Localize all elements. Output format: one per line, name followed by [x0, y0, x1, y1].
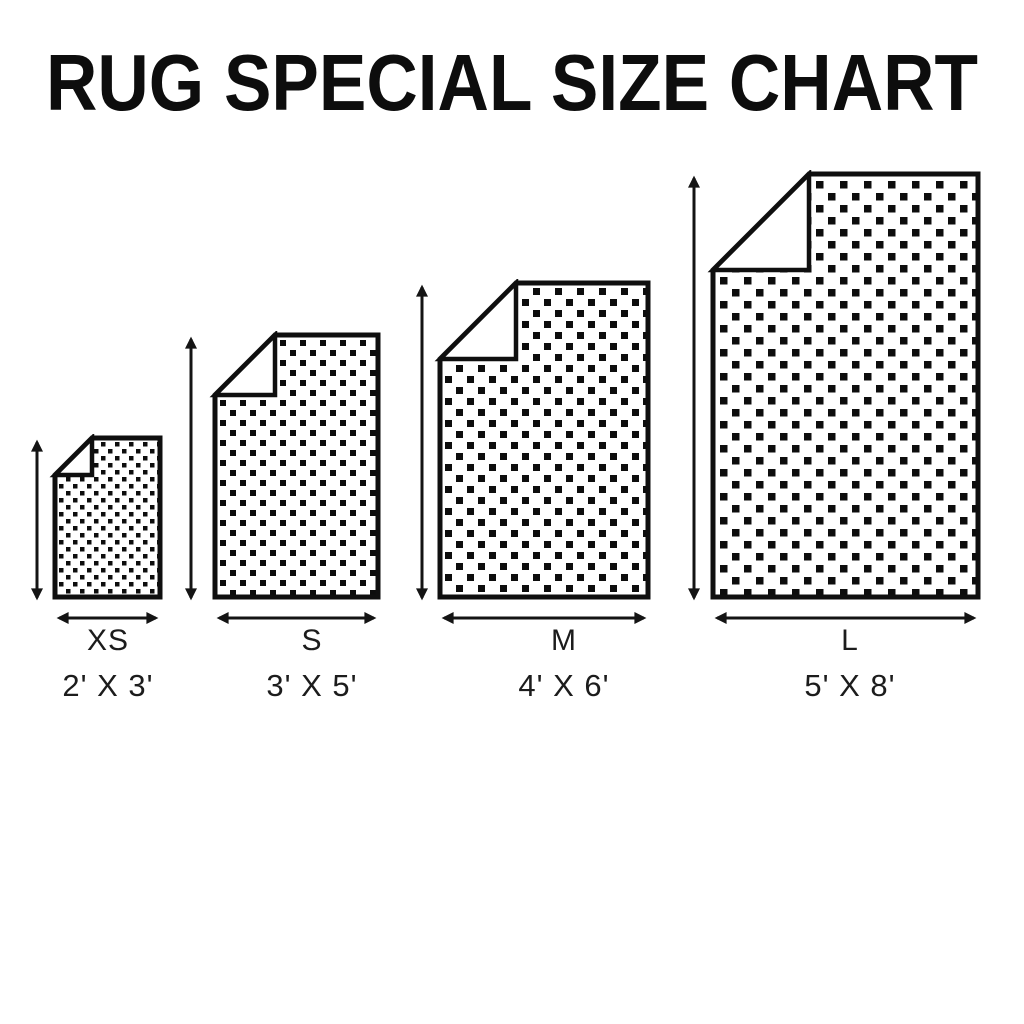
rug-figure-m — [416, 279, 651, 624]
fold-corner-s — [209, 331, 278, 398]
fold-corner-xs — [49, 434, 95, 478]
fold-corner-m — [434, 279, 519, 362]
dimension-label-l: 5' X 8' — [804, 668, 896, 703]
size-label-xs: XS — [86, 624, 130, 657]
rug-figure-l — [688, 170, 981, 624]
size-label-l: L — [841, 624, 859, 657]
rug-figure-xs — [31, 434, 163, 624]
dimension-label-s: 3' X 5' — [266, 668, 358, 703]
size-label-s: S — [301, 624, 323, 657]
page-title: RUG SPECIAL SIZE CHART — [46, 38, 978, 127]
fold-corner-l — [707, 170, 812, 273]
dimension-label-m: 4' X 6' — [518, 668, 610, 703]
title-banner: RUG SPECIAL SIZE CHART — [46, 38, 978, 127]
dimension-label-xs: 2' X 3' — [62, 668, 154, 703]
rug-figure-s — [185, 331, 381, 624]
size-label-m: M — [551, 624, 577, 657]
